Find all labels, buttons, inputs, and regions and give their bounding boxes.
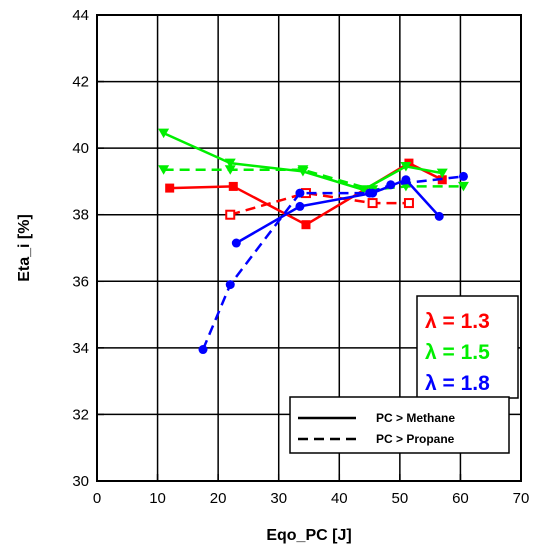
x-tick-label: 10 bbox=[149, 490, 166, 507]
data-point bbox=[224, 165, 236, 175]
data-point bbox=[198, 345, 208, 355]
data-point bbox=[297, 165, 309, 175]
data-point bbox=[228, 181, 238, 191]
data-point bbox=[295, 188, 305, 198]
series-line bbox=[201, 175, 464, 351]
lambda-legend-box bbox=[416, 295, 519, 399]
data-point bbox=[458, 171, 468, 181]
data-point bbox=[165, 183, 175, 193]
x-tick-label: 70 bbox=[513, 490, 530, 507]
legend-methane-label: PC > Methane bbox=[376, 411, 455, 425]
data-point bbox=[158, 128, 170, 139]
line-style-legend-box bbox=[289, 396, 510, 454]
x-tick-label: 0 bbox=[93, 490, 101, 507]
y-axis-title: Eta_i [%] bbox=[16, 214, 33, 282]
lambda-legend-item-3: λ = 1.8 bbox=[425, 372, 490, 395]
line-style-legend: PC > Methane PC > Propane bbox=[289, 396, 510, 454]
x-tick-label: 30 bbox=[270, 490, 287, 507]
data-point bbox=[436, 168, 448, 179]
data-point bbox=[231, 238, 241, 248]
data-point bbox=[367, 198, 378, 209]
y-tick-label: 38 bbox=[72, 207, 89, 224]
data-point bbox=[225, 280, 235, 290]
y-tick-label: 34 bbox=[72, 340, 89, 357]
x-tick-label: 50 bbox=[392, 490, 409, 507]
lambda-legend-item-1: λ = 1.3 bbox=[425, 310, 490, 333]
data-point bbox=[225, 209, 236, 220]
data-point bbox=[301, 220, 311, 230]
y-tick-label: 30 bbox=[72, 473, 89, 490]
x-tick-label: 20 bbox=[210, 490, 227, 507]
data-point bbox=[457, 181, 469, 192]
y-tick-label: 36 bbox=[72, 273, 89, 290]
data-point bbox=[386, 180, 396, 190]
data-point bbox=[400, 161, 412, 172]
y-tick-label: 44 bbox=[72, 7, 89, 24]
series-line bbox=[235, 178, 441, 245]
axis-ticks: 0 10 20 30 40 50 60 70 30 32 34 36 38 40 42 44 bbox=[72, 7, 529, 507]
legend-propane-label: PC > Propane bbox=[376, 432, 455, 446]
data-point bbox=[434, 211, 444, 221]
x-tick-label: 40 bbox=[331, 490, 348, 507]
y-tick-label: 32 bbox=[72, 406, 89, 423]
series-5 bbox=[231, 175, 444, 248]
y-tick-label: 40 bbox=[72, 140, 89, 157]
data-point bbox=[224, 158, 236, 169]
series-6 bbox=[198, 171, 468, 355]
data-point bbox=[365, 188, 375, 198]
lambda-legend-item-2: λ = 1.5 bbox=[425, 341, 490, 364]
data-point bbox=[295, 201, 305, 211]
y-tick-label: 42 bbox=[72, 74, 89, 91]
lambda-legend: λ = 1.3 λ = 1.5 λ = 1.8 bbox=[416, 295, 519, 399]
series-line bbox=[163, 132, 443, 191]
x-axis-title: Eqo_PC [J] bbox=[266, 527, 351, 544]
x-tick-label: 60 bbox=[452, 490, 469, 507]
series-layer bbox=[158, 128, 469, 355]
plot-frame bbox=[96, 14, 522, 482]
grid-lines bbox=[97, 15, 521, 481]
series-line bbox=[163, 168, 464, 191]
data-point bbox=[158, 165, 170, 175]
data-point bbox=[403, 198, 414, 209]
